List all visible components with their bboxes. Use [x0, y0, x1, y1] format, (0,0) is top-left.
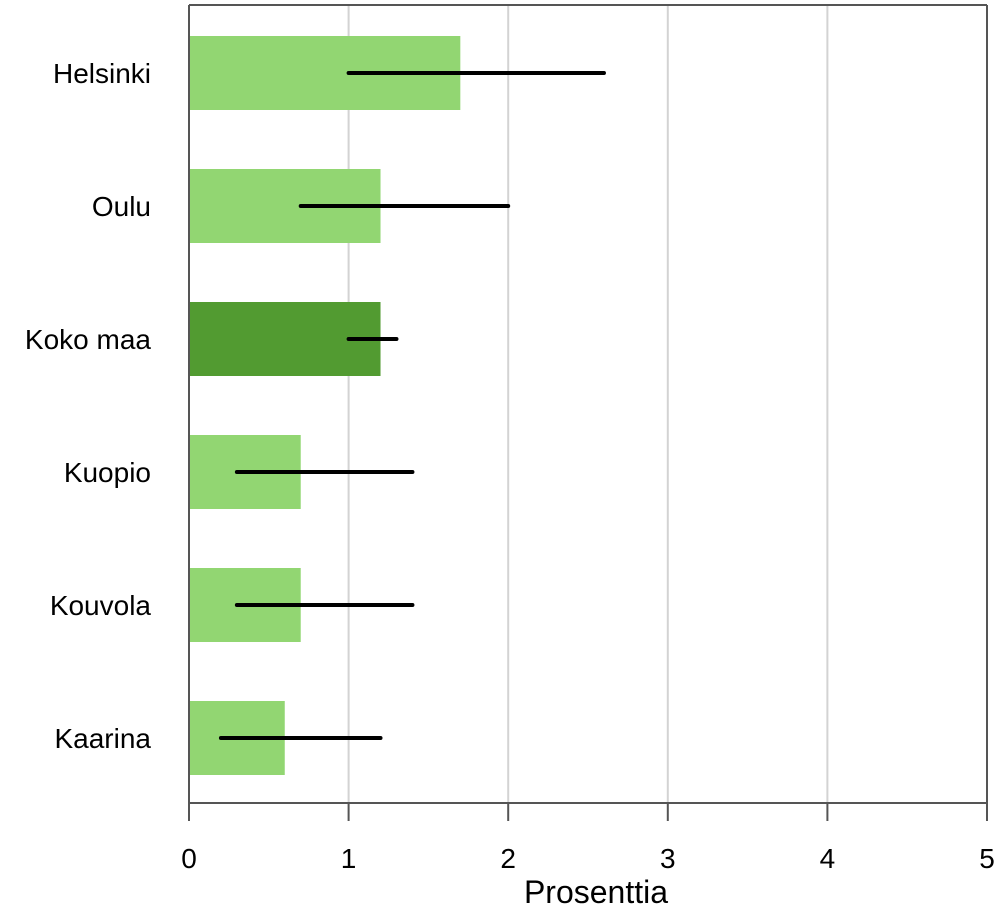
error-bars — [218, 71, 606, 740]
x-tick-label: 2 — [500, 843, 516, 874]
axes — [188, 4, 988, 821]
x-tick-label: 1 — [341, 843, 357, 874]
x-tick-label: 5 — [979, 843, 995, 874]
category-label: Helsinki — [53, 58, 151, 89]
category-label: Oulu — [92, 191, 151, 222]
x-tick-label: 4 — [820, 843, 836, 874]
category-label: Kuopio — [64, 457, 151, 488]
category-label: Kaarina — [54, 723, 151, 754]
category-label: Koko maa — [25, 324, 151, 355]
category-label: Kouvola — [50, 590, 152, 621]
x-tick-label: 3 — [660, 843, 676, 874]
grid-lines — [347, 5, 988, 803]
x-tick-label: 0 — [181, 843, 197, 874]
labels: Helsinki Oulu Koko maa Kuopio Kouvola Kaarina… — [25, 58, 995, 874]
x-axis-title: Prosenttia — [524, 874, 668, 910]
bars — [189, 36, 461, 775]
